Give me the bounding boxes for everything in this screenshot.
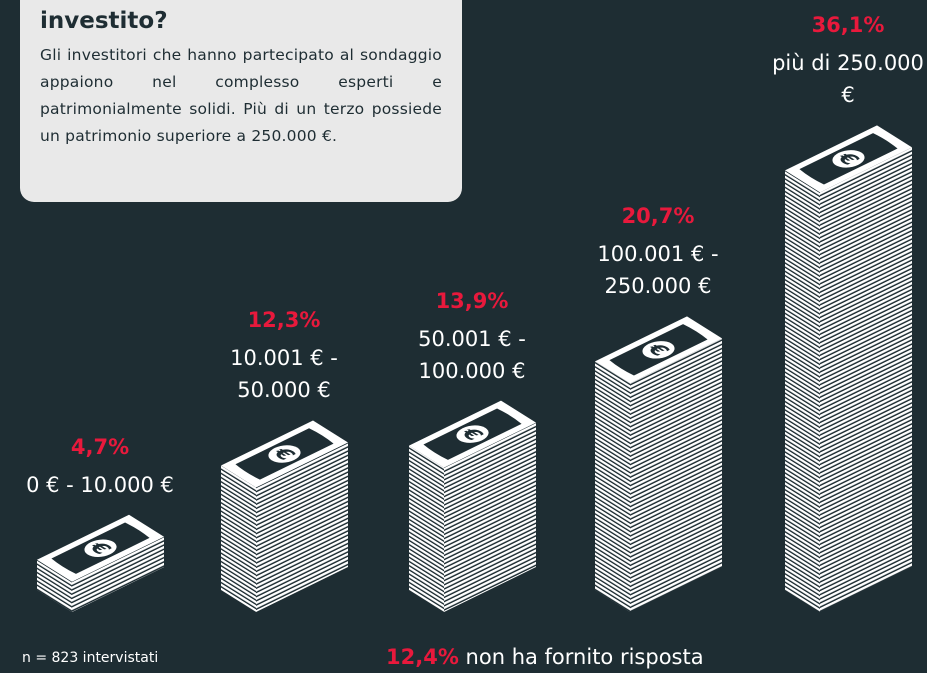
bar-label: 36,1% più di 250.000 €: [763, 13, 927, 111]
money-stack: €: [595, 316, 722, 612]
money-stack: €: [221, 420, 348, 612]
bar-label: 20,7% 100.001 € - 250.000 €: [573, 204, 743, 302]
money-stack: €: [785, 125, 912, 612]
annotation-value: 12,4%: [386, 645, 459, 669]
stack-left-side: [409, 446, 444, 612]
value-label: 13,9%: [387, 289, 557, 313]
infographic: investito? Gli investitori che hanno par…: [0, 0, 927, 673]
stack-left-side: [785, 170, 820, 612]
category-label: 0 € - 10.000 €: [15, 469, 185, 501]
stack-right-side: [820, 147, 912, 612]
footnote: n = 823 intervistati: [22, 650, 158, 666]
stack-left-side: [595, 361, 630, 612]
stack-right-side: [630, 338, 722, 612]
category-label: 50.001 € - 100.000 €: [387, 323, 557, 387]
value-label: 20,7%: [573, 204, 743, 228]
value-label: 12,3%: [199, 308, 369, 332]
money-stack: €: [37, 515, 164, 612]
category-label: 100.001 € - 250.000 €: [573, 238, 743, 302]
annotation: 12,4% non ha fornito risposta: [386, 645, 704, 669]
money-stack: €: [409, 401, 536, 612]
category-label: 10.001 € - 50.000 €: [199, 342, 369, 406]
bar-label: 13,9% 50.001 € - 100.000 €: [387, 289, 557, 387]
value-label: 36,1%: [763, 13, 927, 37]
category-label: più di 250.000 €: [763, 47, 927, 111]
stack-left-side: [221, 465, 256, 612]
bar-label: 12,3% 10.001 € - 50.000 €: [199, 308, 369, 406]
value-label: 4,7%: [15, 435, 185, 459]
annotation-text: non ha fornito risposta: [466, 645, 704, 669]
bar-label: 4,7% 0 € - 10.000 €: [15, 435, 185, 501]
